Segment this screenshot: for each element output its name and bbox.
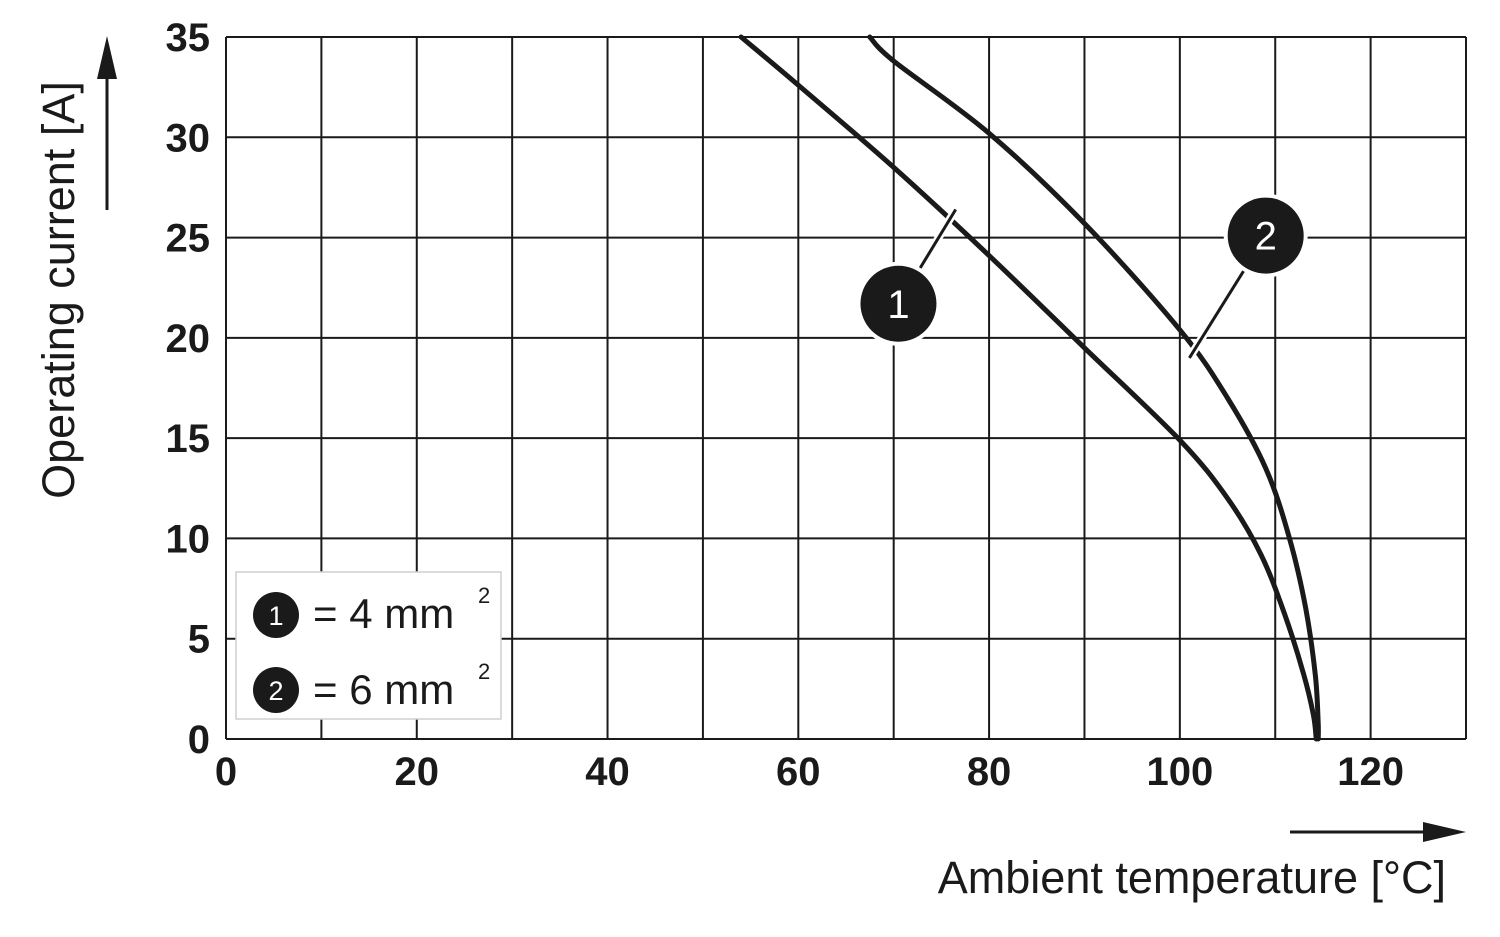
- x-tick-label: 60: [776, 750, 821, 794]
- series-curves: [738, 34, 1321, 742]
- legend-badge-2: [253, 667, 299, 713]
- x-tick-label: 80: [967, 750, 1012, 794]
- series-1-line: [738, 34, 1319, 742]
- series-1-badge-label: 1: [887, 283, 909, 327]
- x-tick-label: 40: [585, 750, 630, 794]
- y-tick-label: 15: [166, 417, 211, 461]
- legend: 1 = 4 mm 2 2 = 6 mm 2: [235, 571, 502, 720]
- legend-item-1-label: = 4 mm: [313, 590, 454, 637]
- x-axis-arrow-head-icon: [1423, 822, 1466, 842]
- y-tick-label: 5: [188, 618, 210, 662]
- x-axis-title: Ambient temperature [°C]: [938, 822, 1466, 903]
- series-1-badge: [860, 265, 937, 342]
- y-axis-label: Operating current [A]: [33, 81, 84, 499]
- y-tick-label: 35: [166, 16, 211, 60]
- y-tick-label: 10: [166, 517, 211, 561]
- x-tick-label: 100: [1146, 750, 1213, 794]
- y-axis-title: Operating current [A]: [33, 36, 117, 499]
- x-axis-label: Ambient temperature [°C]: [938, 852, 1446, 903]
- x-tick-label: 20: [395, 750, 440, 794]
- x-tick-labels: 0 20 40 60 80 100 120: [215, 750, 1404, 794]
- legend-item-2-superscript: 2: [478, 659, 490, 684]
- legend-badge-2-label: 2: [268, 676, 283, 706]
- legend-item-1-superscript: 2: [478, 583, 490, 608]
- legend-item-2: 2 = 6 mm 2: [253, 659, 490, 713]
- y-tick-label: 30: [166, 116, 211, 160]
- y-axis-arrow-head-icon: [97, 36, 117, 79]
- legend-badge-1-label: 1: [268, 601, 283, 631]
- y-tick-label: 25: [166, 217, 211, 261]
- legend-item-2-label: = 6 mm: [313, 666, 454, 713]
- y-tick-label: 20: [166, 317, 211, 361]
- y-tick-labels: 0 5 10 15 20 25 30 35: [166, 16, 211, 762]
- series-2-badge: [1227, 197, 1304, 274]
- x-tick-label: 120: [1337, 750, 1404, 794]
- y-tick-label: 0: [188, 718, 210, 762]
- series-2-badge-label: 2: [1255, 215, 1277, 259]
- x-tick-label: 0: [215, 750, 237, 794]
- series-callouts: 12: [856, 193, 1308, 361]
- legend-item-1: 1 = 4 mm 2: [253, 583, 490, 638]
- series-2-line: [867, 34, 1321, 742]
- chart-grid: [225, 36, 1467, 740]
- legend-badge-1: [253, 592, 299, 638]
